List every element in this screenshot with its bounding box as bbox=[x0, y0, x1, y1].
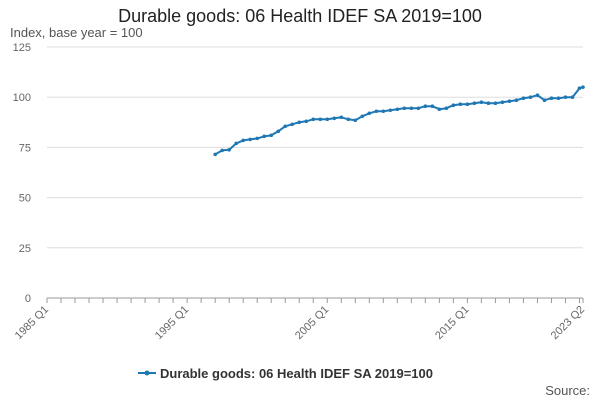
data-point bbox=[416, 106, 421, 111]
data-point bbox=[262, 134, 267, 139]
data-point bbox=[465, 102, 470, 107]
data-point bbox=[409, 106, 414, 111]
data-point bbox=[437, 107, 442, 112]
y-tick-label: 25 bbox=[19, 243, 31, 255]
data-point bbox=[318, 117, 323, 122]
data-point bbox=[472, 101, 477, 106]
x-tick-label: 2023 Q2 bbox=[549, 304, 587, 342]
data-point bbox=[388, 108, 393, 113]
x-tick-label: 1995 Q1 bbox=[153, 304, 191, 342]
data-point bbox=[346, 117, 351, 122]
data-point bbox=[500, 100, 505, 105]
chart-title: Durable goods: 06 Health IDEF SA 2019=10… bbox=[118, 6, 482, 26]
gridlines bbox=[47, 46, 583, 249]
data-point bbox=[542, 98, 547, 103]
data-point bbox=[332, 116, 337, 121]
data-point bbox=[493, 101, 498, 106]
x-tick-label: 2015 Q1 bbox=[433, 304, 471, 342]
data-point bbox=[325, 117, 330, 122]
legend-marker bbox=[144, 370, 150, 376]
data-point bbox=[395, 107, 400, 112]
data-point bbox=[248, 137, 252, 142]
data-point bbox=[430, 104, 435, 109]
data-point bbox=[283, 124, 288, 129]
data-point bbox=[479, 100, 484, 105]
axes: 0 25 50 75 100 125 1985 Q1 1995 Q1 2005 Q1 2015 Q… bbox=[13, 42, 587, 342]
y-tick-label: 100 bbox=[13, 92, 31, 104]
data-point bbox=[360, 114, 365, 119]
data-point bbox=[381, 109, 386, 114]
y-axis-caption: Index, base year = 100 bbox=[10, 25, 143, 40]
data-point bbox=[451, 103, 456, 108]
y-tick-label: 0 bbox=[25, 293, 31, 305]
data-point bbox=[458, 102, 463, 107]
x-tick-label: 2005 Q1 bbox=[293, 304, 331, 342]
data-point bbox=[255, 136, 259, 141]
legend: Durable goods: 06 Health IDEF SA 2019=10… bbox=[138, 366, 433, 381]
data-point bbox=[514, 98, 519, 103]
data-point bbox=[521, 96, 526, 101]
data-point bbox=[507, 99, 512, 104]
y-tick-label: 75 bbox=[19, 142, 31, 154]
data-point bbox=[549, 96, 554, 101]
source-label: Source: bbox=[545, 383, 590, 398]
data-point bbox=[311, 117, 316, 122]
data-point bbox=[276, 129, 281, 134]
data-point bbox=[269, 133, 274, 138]
data-point bbox=[577, 86, 582, 90]
legend-label: Durable goods: 06 Health IDEF SA 2019=10… bbox=[160, 366, 433, 381]
data-point bbox=[423, 104, 428, 109]
data-point bbox=[339, 115, 344, 120]
data-point bbox=[241, 138, 245, 143]
series-layer bbox=[213, 85, 585, 157]
data-point bbox=[581, 85, 585, 89]
y-tick-label: 50 bbox=[19, 193, 31, 205]
data-point bbox=[528, 95, 533, 99]
data-point bbox=[213, 152, 217, 157]
data-point bbox=[444, 106, 449, 111]
y-tick-label: 125 bbox=[13, 42, 31, 54]
data-point bbox=[570, 95, 575, 99]
data-point bbox=[297, 120, 302, 125]
data-point bbox=[486, 101, 491, 106]
x-tick-label: 1985 Q1 bbox=[13, 304, 51, 342]
data-point bbox=[367, 111, 372, 116]
data-point bbox=[290, 122, 295, 127]
data-point bbox=[563, 95, 568, 99]
data-point bbox=[402, 106, 407, 111]
data-point bbox=[304, 119, 309, 124]
data-point bbox=[227, 148, 231, 152]
data-point bbox=[374, 109, 379, 114]
data-point bbox=[220, 148, 224, 153]
data-point bbox=[234, 141, 238, 146]
data-point bbox=[535, 93, 540, 97]
data-point bbox=[353, 118, 358, 123]
data-point bbox=[556, 96, 561, 101]
